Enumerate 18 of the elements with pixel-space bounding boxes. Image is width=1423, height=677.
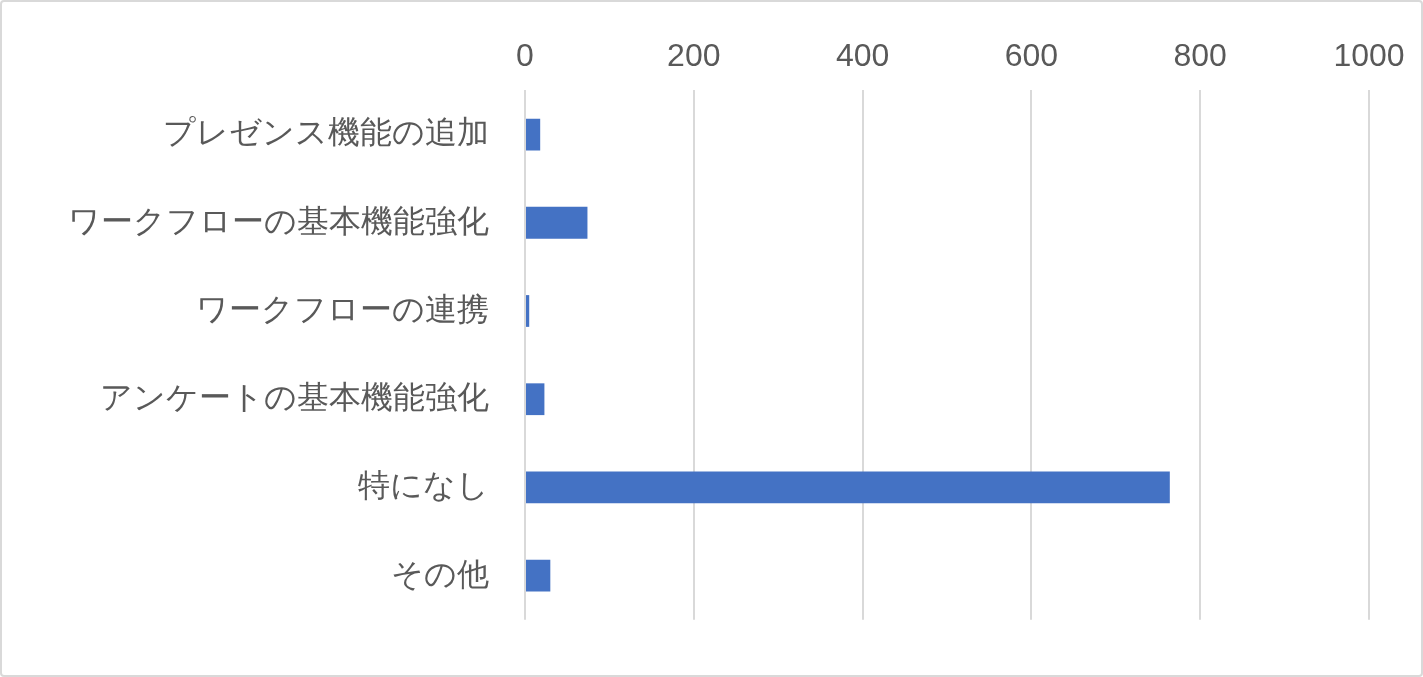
x-tick-label: 600: [1004, 37, 1059, 74]
x-tick-label: 800: [1173, 37, 1227, 74]
bar: [526, 206, 588, 239]
y-tick-label: その他: [391, 555, 489, 592]
y-tick-label: ワークフローの基本機能強化: [68, 202, 489, 239]
x-tick-label: 200: [667, 37, 721, 74]
y-tick-label: プレゼンス機能の追加: [163, 114, 489, 151]
bar: [526, 118, 541, 151]
bar: [526, 471, 1170, 504]
y-tick-label: ワークフローの連携: [196, 290, 489, 327]
y-tick-label: アンケートの基本機能強化: [100, 379, 489, 416]
bar: [526, 295, 530, 327]
y-tick-label: 特になし: [358, 467, 489, 504]
bar: [526, 559, 551, 592]
x-tick-label: 1000: [1333, 37, 1405, 74]
x-tick-label: 0: [516, 37, 534, 74]
x-tick-label: 400: [835, 37, 890, 74]
bar: [526, 383, 545, 416]
